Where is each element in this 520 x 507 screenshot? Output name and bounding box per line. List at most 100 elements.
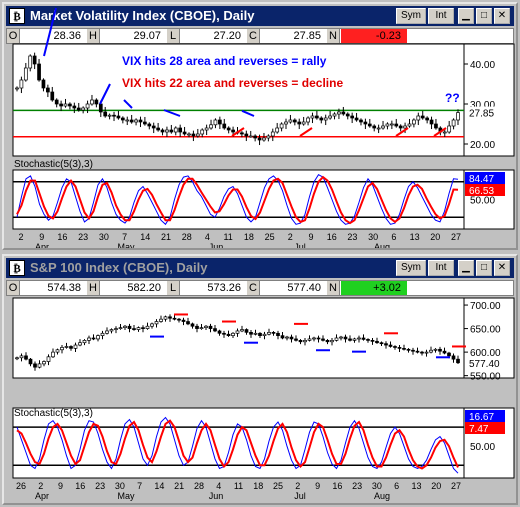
oex-stoch-plot-area <box>12 407 465 479</box>
vix-candle <box>85 103 90 109</box>
oex-candle <box>118 327 123 329</box>
high-label: H <box>87 281 100 295</box>
vix-candle <box>19 79 24 89</box>
vix-candle <box>76 107 81 111</box>
oex-candle <box>163 316 168 320</box>
oex-stoch-x-tick-label: 13 <box>411 481 421 491</box>
oex-candle <box>87 337 91 341</box>
oex-candle <box>325 340 330 343</box>
oex-candle <box>208 325 213 329</box>
vix-candle <box>173 127 178 133</box>
oex-candle <box>384 343 388 346</box>
oex-candle <box>411 349 415 352</box>
vix-int-button[interactable]: Int <box>428 8 454 24</box>
oex-candle <box>73 344 78 349</box>
oex-candle <box>132 328 136 330</box>
vix-candle <box>147 123 152 127</box>
vix-candle <box>315 115 319 119</box>
vix-candle <box>301 121 306 125</box>
vix-low-value: 27.20 <box>213 30 241 42</box>
chart-app-icon[interactable]: ₿ <box>9 8 25 24</box>
oex-candle <box>159 318 163 322</box>
oex-stoch-x-tick-label: 27 <box>451 481 461 491</box>
oex-candle <box>217 330 222 334</box>
open-label: O <box>7 29 20 43</box>
vix-stoch-x-tick-label: 13 <box>410 232 420 242</box>
oex-candle <box>316 337 321 340</box>
oex-candle <box>415 350 420 353</box>
oex-candle <box>370 340 375 342</box>
oex-y-tick-label: 600.00 <box>470 348 501 359</box>
oex-candle <box>60 347 64 351</box>
vix-close-button[interactable]: ✕ <box>494 8 510 24</box>
oex-candle <box>258 332 262 336</box>
oex-candle <box>141 327 145 329</box>
oex-candle <box>127 325 132 329</box>
vix-candle <box>191 133 196 137</box>
oex-candle <box>109 329 114 332</box>
oex-open-value: 574.38 <box>47 282 81 294</box>
vix-candle <box>284 121 288 125</box>
vix-candle <box>442 131 447 134</box>
oex-candle <box>231 332 235 336</box>
vix-stoch-x-tick-label: 23 <box>347 232 357 242</box>
vix-candle <box>23 67 28 81</box>
oex-last-price-value: 577.40 <box>469 359 500 370</box>
vix-candle <box>143 121 147 125</box>
vix-candle <box>345 113 350 117</box>
oex-maximize-button[interactable]: □ <box>476 260 492 276</box>
vix-maximize-button[interactable]: □ <box>476 8 492 24</box>
vix-candle <box>456 112 460 121</box>
oex-candle <box>91 337 96 340</box>
oex-candle <box>204 325 208 328</box>
oex-minimize-button[interactable]: ▁ <box>458 260 474 276</box>
oex-stoch-x-tick-label: 2 <box>295 481 300 491</box>
oex-candle <box>186 321 190 325</box>
oex-candle <box>145 325 150 329</box>
vix-stoch-value-tag <box>465 172 505 184</box>
vix-stoch-x-tick-label: 28 <box>182 232 192 242</box>
vix-candle <box>15 87 19 90</box>
vix-candle <box>306 117 310 123</box>
oex-candle <box>298 340 303 343</box>
vix-candle <box>447 125 452 133</box>
oex-candle <box>276 332 280 336</box>
vix-stoch-x-tick-label: 23 <box>78 232 88 242</box>
vix-title-bar: ₿ Market Volatility Index (CBOE), Daily … <box>6 6 514 26</box>
vix-sym-button[interactable]: Sym <box>396 8 426 24</box>
vix-candle <box>372 125 377 129</box>
oex-close-button[interactable]: ✕ <box>494 260 510 276</box>
oex-window-title: S&P 100 Index (CBOE), Daily <box>30 260 208 275</box>
vix-candle <box>341 111 346 115</box>
vix-candle <box>112 114 116 117</box>
vix-candle <box>354 117 359 121</box>
vix-candle <box>68 103 72 107</box>
vix-minimize-button[interactable]: ▁ <box>458 8 474 24</box>
vix-stoch-x-tick-label: 30 <box>368 232 378 242</box>
oex-candle <box>348 338 352 341</box>
oex-sym-button[interactable]: Sym <box>396 260 426 276</box>
vix-candle <box>90 99 94 105</box>
chart-app-icon[interactable]: ₿ <box>9 260 25 276</box>
oex-candle <box>82 340 87 344</box>
vix-candle <box>182 131 187 135</box>
oex-int-button[interactable]: Int <box>428 260 454 276</box>
oex-candle <box>213 328 217 332</box>
oex-stoch-month-label: Jul <box>294 491 306 501</box>
oex-candle <box>456 358 460 364</box>
oex-stoch-x-tick-label: 4 <box>216 481 221 491</box>
oex-candle <box>78 342 82 346</box>
oex-candle <box>244 329 249 333</box>
oex-stochastic-label: Stochastic(5(3),3) <box>14 408 93 419</box>
vix-candle <box>248 135 253 138</box>
vix-candle <box>32 55 37 65</box>
vix-candle <box>195 133 200 137</box>
vix-stoch-x-tick-label: 16 <box>57 232 67 242</box>
oex-candle <box>357 337 361 340</box>
oex-close-value: 577.40 <box>287 282 321 294</box>
vix-candle <box>151 125 156 129</box>
vix-candle <box>94 99 99 105</box>
oex-stoch-x-tick-label: 2 <box>38 481 43 491</box>
vix-candle <box>416 115 421 121</box>
oex-stoch-x-tick-label: 30 <box>115 481 125 491</box>
